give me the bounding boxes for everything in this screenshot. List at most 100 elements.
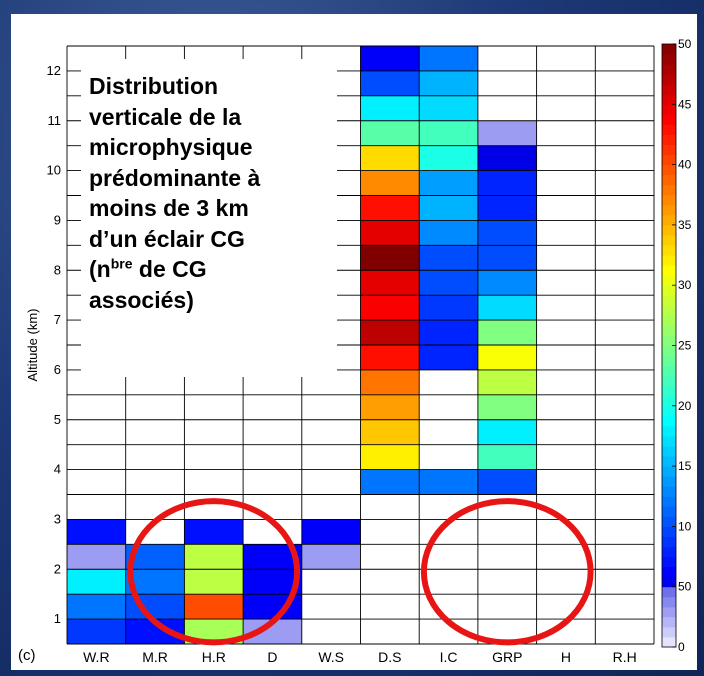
colorbar-segment [662,54,676,65]
heatmap-cell [67,594,126,620]
x-tick-label: I.C [440,649,458,665]
title-line: moins de 3 km [89,195,249,221]
highlight-ellipse [127,498,301,646]
title-line: microphysique [89,134,253,160]
heatmap-cell [419,145,478,171]
colorbar-segment [662,184,676,196]
x-tick-label: W.S [318,649,344,665]
colorbar-segment [662,325,676,336]
colorbar-segment [662,606,676,618]
colorbar-segment [662,164,676,176]
title-line: associés) [89,286,194,313]
heatmap-cell [184,569,244,595]
colorbar-segment [662,44,676,55]
y-tick-label: 6 [54,362,61,377]
colorbar-segment [662,546,676,558]
colorbar-segment [662,375,676,387]
colorbar-segment [662,395,676,407]
x-tick-label: D.S [378,649,401,665]
colorbar-segment [662,365,676,377]
panel-label: (c) [18,647,36,664]
heatmap-cell [360,419,420,445]
heatmap-cell [419,295,478,321]
colorbar-segment [662,94,676,105]
y-tick-label: 4 [54,462,61,477]
y-tick-label: 9 [54,212,61,227]
colorbar-segment [662,476,676,487]
colorbar-segment [662,626,676,638]
colorbar-segment [662,616,676,628]
colorbar-tick-label: 20 [678,399,692,413]
colorbar-segment [662,446,676,457]
x-tick-label: H.R [202,649,226,665]
colorbar-segment [662,315,676,326]
heatmap-cell [360,245,420,271]
heatmap-cell [301,519,361,545]
colorbar-segment [662,174,676,186]
heatmap-cell [360,220,420,246]
colorbar-segment [662,486,676,497]
colorbar-segment [662,295,676,306]
heatmap-cell [419,120,478,146]
heatmap-cell [301,544,361,570]
heatmap-cell [477,345,537,370]
colorbar-segment [662,285,676,296]
title-line: (nbre de CG [89,254,337,285]
heatmap-cell [419,95,478,121]
heatmap-cell [360,295,420,321]
colorbar-tick-label: 45 [678,97,692,111]
x-tick-label: GRP [492,649,522,665]
title-fragment: (n [89,256,111,282]
colorbar-segment [662,425,676,437]
colorbar-segment [662,234,676,246]
colorbar-tick-label: 15 [678,459,692,473]
colorbar-segment [662,194,676,206]
y-tick-label: 7 [54,312,61,327]
heatmap-cell [67,569,126,595]
heatmap-cell [360,394,420,420]
title-line: prédominante à [89,164,261,191]
colorbar-segment [662,265,676,276]
heatmap-cell [360,369,420,395]
colorbar-segment [662,245,676,256]
heatmap-cell [477,120,537,146]
colorbar-segment [662,576,676,588]
y-tick-label: 3 [54,511,61,526]
heatmap-cell [477,195,537,221]
heatmap-cell [419,345,478,370]
heatmap-cell [419,220,478,246]
title-line: d’un éclair CG [89,225,245,252]
heatmap-cell [360,320,420,345]
heatmap-cell [477,295,537,321]
colorbar-segment [662,224,676,236]
y-axis-label: Altitude (km) [25,309,40,382]
heatmap-cell [360,145,420,171]
heatmap-cell [419,195,478,221]
colorbar-tick-label: 40 [678,158,692,172]
colorbar-segment [662,536,676,547]
heatmap-cell [184,519,244,545]
heatmap-cell [477,220,537,246]
colorbar-segment [662,154,676,166]
colorbar-segment [662,255,676,266]
colorbar-tick-label: 50 [678,580,692,594]
y-tick-label: 11 [48,113,62,128]
colorbar-tick-label: 50 [678,37,692,51]
colorbar-segment [662,204,676,216]
colorbar-tick-label: 0 [678,640,685,654]
colorbar-segment [662,64,676,75]
heatmap-cell [419,320,478,345]
heatmap-cell [67,544,126,570]
heatmap-cell [360,170,420,196]
colorbar-tick-label: 25 [678,339,692,353]
heatmap-cell [67,619,126,644]
colorbar-segment [662,456,676,467]
chart-panel: 1 2 3 4 5 6 7 8 9 10 11 12 W.R M.R H.R D W.S D.S I.C GRP H R.… [11,14,697,670]
colorbar-segment [662,556,676,568]
colorbar-segment [662,566,676,578]
title-line: Distribution [89,73,219,99]
heatmap-cell [360,195,420,221]
heatmap-cell [419,170,478,196]
heatmap-cell [477,170,537,196]
